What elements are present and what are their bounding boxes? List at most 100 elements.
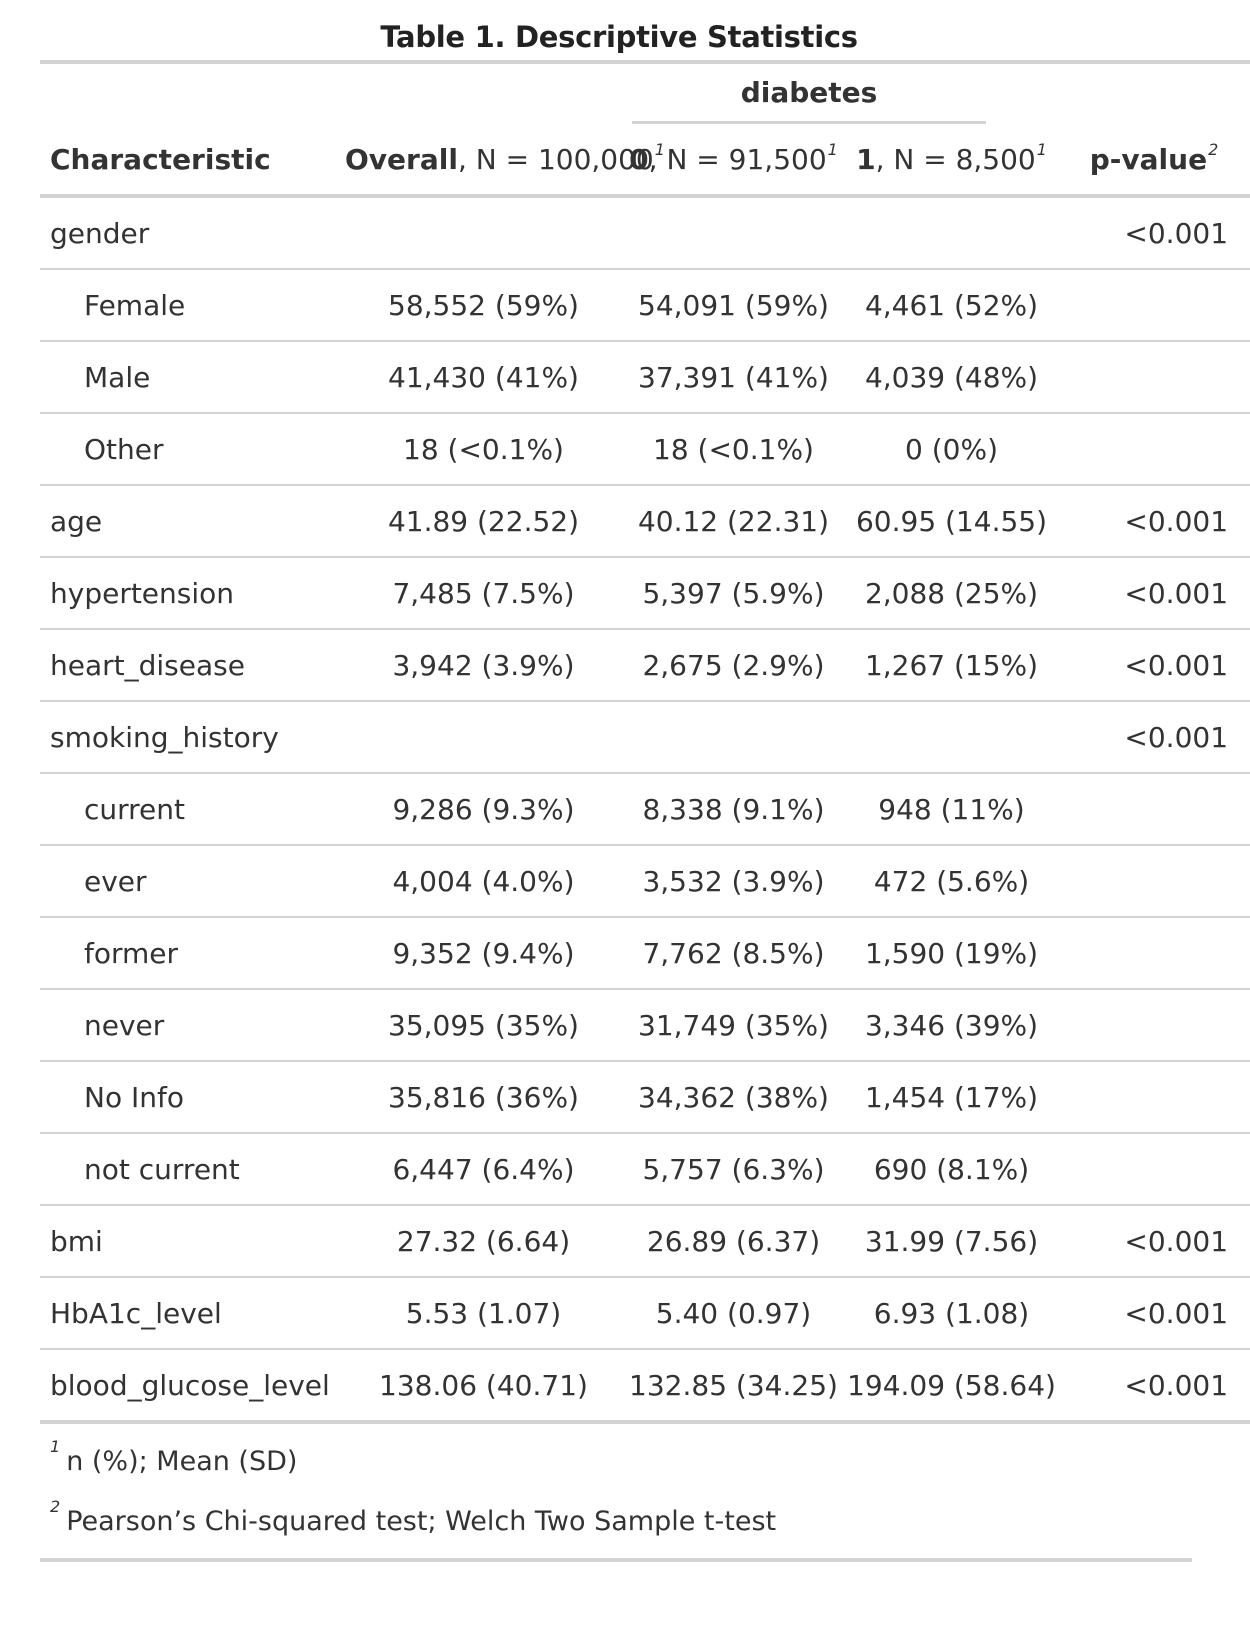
overall-cell: 35,095 (35%) [345,989,622,1062]
group0-cell: 31,749 (35%) [622,989,845,1062]
table-row: former 9,352 (9.4%) 7,762 (8.5%) 1,590 (19%… [40,917,1250,990]
row-label-cell: HbA1c_level [40,1277,345,1350]
pvalue-cell: <0.001 [1058,485,1250,558]
group0-cell: 8,338 (9.1%) [622,773,845,846]
overall-cell: 5.53 (1.07) [345,1277,622,1350]
group1-cell: 60.95 (14.55) [845,485,1059,558]
spanner-empty-cell [345,60,622,124]
footnote-1: 1 n (%); Mean (SD) [40,1432,1192,1492]
group0-cell: 37,391 (41%) [622,341,845,414]
overall-cell: 3,942 (3.9%) [345,629,622,702]
group1-cell: 1,454 (17%) [845,1061,1059,1134]
overall-header: Overall, N = 100,0001 [345,124,665,198]
group0-header-n: , N = 91,500 [648,142,827,176]
pvalue-cell [1058,269,1250,342]
group1-cell: 1,267 (15%) [845,629,1059,702]
table-row: gender <0.001 [40,196,1250,270]
overall-cell: 41.89 (22.52) [345,485,622,558]
table-row: heart_disease 3,942 (3.9%) 2,675 (2.9%) 1,2… [40,629,1250,702]
table-title: Table 1. Descriptive Statistics [380,20,858,54]
table-row: No Info 35,816 (36%) 34,362 (38%) 1,454 (17… [40,1061,1250,1134]
overall-cell: 27.32 (6.64) [345,1205,622,1278]
footnote-2: 2 Pearson’s Chi-squared test; Welch Two S… [40,1492,1192,1552]
pvalue-cell [1058,917,1250,990]
footnote-marker: 2 [1208,139,1219,159]
footnote-marker: 1 [827,139,838,159]
pvalue-header: p-value2 [1058,124,1250,198]
table-row: current 9,286 (9.3%) 8,338 (9.1%) 948 (11%) [40,773,1250,846]
overall-cell: 41,430 (41%) [345,341,622,414]
pvalue-cell: <0.001 [1058,1277,1250,1350]
pvalue-cell: <0.001 [1058,1349,1250,1424]
row-label-cell: former [40,917,345,990]
overall-cell: 138.06 (40.71) [345,1349,622,1424]
characteristic-header: Characteristic [40,124,345,198]
pvalue-cell [1058,413,1250,486]
footnote-mark: 1 [50,1437,61,1456]
descriptive-statistics-table: diabetes Characteristic Overall, N = 100… [40,60,1250,1424]
row-label-cell: heart_disease [40,629,345,702]
overall-cell: 6,447 (6.4%) [345,1133,622,1206]
table-row: ever 4,004 (4.0%) 3,532 (3.9%) 472 (5.6%) [40,845,1250,918]
table-row: Female 58,552 (59%) 54,091 (59%) 4,461 (52%… [40,269,1250,342]
overall-header-n: , N = 100,000 [457,142,654,176]
footnote-text: Pearson’s Chi-squared test; Welch Two Sa… [66,1506,777,1537]
group1-cell [845,701,1059,774]
group1-header-bold: 1 [856,142,876,176]
table-row: HbA1c_level 5.53 (1.07) 5.40 (0.97) 6.93 (1… [40,1277,1250,1350]
footnote-marker: 1 [1036,139,1047,159]
table-row: Other 18 (<0.1%) 18 (<0.1%) 0 (0%) [40,413,1250,486]
pvalue-cell [1058,1061,1250,1134]
overall-cell: 35,816 (36%) [345,1061,622,1134]
spanner-cell: diabetes [622,60,1059,124]
row-label-cell: gender [40,196,345,270]
group0-cell: 3,532 (3.9%) [622,845,845,918]
pvalue-cell [1058,1133,1250,1206]
row-label-cell: blood_glucose_level [40,1349,345,1424]
group0-cell: 2,675 (2.9%) [622,629,845,702]
group1-cell: 1,590 (19%) [845,917,1059,990]
group1-cell: 472 (5.6%) [845,845,1059,918]
overall-cell: 7,485 (7.5%) [345,557,622,630]
group1-cell: 4,461 (52%) [845,269,1059,342]
table-row: age 41.89 (22.52) 40.12 (22.31) 60.95 (14.5… [40,485,1250,558]
pvalue-cell: <0.001 [1058,196,1250,270]
overall-cell: 4,004 (4.0%) [345,845,622,918]
row-label-cell: current [40,773,345,846]
group0-cell [622,196,845,270]
overall-cell [345,701,622,774]
group0-cell: 7,762 (8.5%) [622,917,845,990]
row-label-cell: Male [40,341,345,414]
table-footnotes: 1 n (%); Mean (SD) 2 Pearson’s Chi-squared… [40,1424,1192,1562]
pvalue-cell [1058,341,1250,414]
spanner-empty-cell [40,60,345,124]
overall-cell: 58,552 (59%) [345,269,622,342]
row-label-cell: No Info [40,1061,345,1134]
row-label-cell: not current [40,1133,345,1206]
table-row: Male 41,430 (41%) 37,391 (41%) 4,039 (48%) [40,341,1250,414]
row-label-cell: Other [40,413,345,486]
group1-cell: 3,346 (39%) [845,989,1059,1062]
group1-header-n: , N = 8,500 [875,142,1036,176]
group1-cell [845,196,1059,270]
group1-cell: 690 (8.1%) [845,1133,1059,1206]
group0-cell [622,701,845,774]
table-row: not current 6,447 (6.4%) 5,757 (6.3%) 690 (… [40,1133,1250,1206]
group0-cell: 40.12 (22.31) [622,485,845,558]
table-container: Table 1. Descriptive Statistics diabetes… [40,14,1250,1562]
row-label-cell: Female [40,269,345,342]
group0-cell: 34,362 (38%) [622,1061,845,1134]
overall-cell: 9,352 (9.4%) [345,917,622,990]
row-label-cell: ever [40,845,345,918]
row-label-cell: hypertension [40,557,345,630]
table-row: blood_glucose_level 138.06 (40.71) 132.85 … [40,1349,1250,1424]
pvalue-header-bold: p-value [1089,142,1208,176]
group1-header: 1, N = 8,5001 [845,124,1059,198]
group1-cell: 31.99 (7.56) [845,1205,1059,1278]
overall-header-bold: Overall [345,142,458,176]
table-row: smoking_history <0.001 [40,701,1250,774]
pvalue-cell [1058,845,1250,918]
overall-cell [345,196,622,270]
group0-header-bold: 0 [629,142,649,176]
pvalue-cell [1058,773,1250,846]
